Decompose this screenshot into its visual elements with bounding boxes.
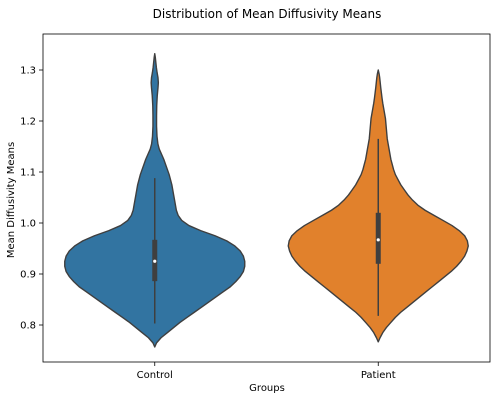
y-axis-label: Mean Diffusivity Means — [6, 142, 17, 258]
chart-title: Distribution of Mean Diffusivity Means — [153, 7, 382, 21]
x-tick-label: Patient — [361, 370, 396, 381]
median-point-control — [153, 260, 156, 263]
x-tick-label: Control — [137, 370, 173, 381]
y-tick-label: 0.8 — [20, 321, 36, 332]
x-axis-label: Groups — [249, 383, 285, 394]
median-point-patient — [377, 238, 380, 241]
violins-layer — [65, 54, 469, 347]
y-tick-label: 1.3 — [20, 66, 36, 77]
y-tick-label: 1.0 — [20, 219, 36, 230]
y-tick-label: 1.1 — [20, 168, 36, 179]
x-axis: Control Patient — [137, 362, 396, 381]
y-axis: 0.8 0.9 1.0 1.1 1.2 1.3 — [20, 66, 43, 332]
y-tick-label: 1.2 — [20, 117, 36, 128]
plot-frame — [43, 34, 490, 362]
y-tick-label: 0.9 — [20, 270, 36, 281]
